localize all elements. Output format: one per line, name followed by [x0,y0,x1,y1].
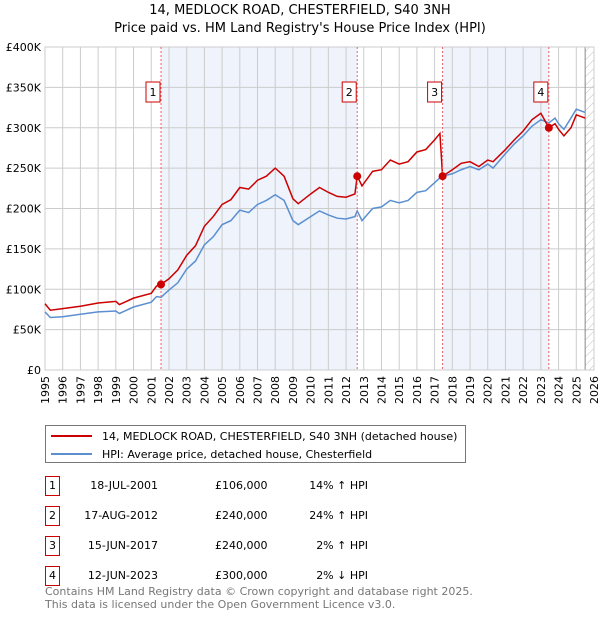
y-tick-label: £50K [13,324,42,337]
chart-subtitle: Price paid vs. HM Land Registry's House … [114,21,486,36]
x-tick-label: 2015 [393,376,406,404]
sale-marker-box [145,81,161,103]
chart-title: 14, MEDLOCK ROAD, CHESTERFIELD, S40 3NH [149,3,451,18]
sale-date: 15-JUN-2017 [87,539,158,552]
sale-marker-label: 3 [45,536,60,556]
x-tick-label: 2004 [198,376,211,404]
x-tick-label: 2010 [305,376,318,404]
price-chart: 1995 1996 1997 1998 1999 2000 2001 2002 2003 2004… [6,41,600,404]
sale-hpi-diff: 2% ↑ HPI [316,539,368,552]
x-tick-label: 2018 [446,376,459,404]
sale-marker-label: 1 [149,86,156,99]
x-tick-label: 2014 [375,376,388,404]
sale-marker-label: 4 [537,86,544,99]
sale-marker-label: 2 [45,506,60,526]
x-tick-label: 2003 [181,376,194,404]
x-tick-label: 2020 [482,376,495,404]
x-tick-label: 2008 [269,376,282,404]
sale-row: 2 17-AUG-2012 £240,000 24% ↑ HPI [45,506,495,526]
x-tick-label: 2012 [340,376,353,404]
sale-hpi-diff: 2% ↓ HPI [316,569,368,582]
sale-row: 3 15-JUN-2017 £240,000 2% ↑ HPI [45,536,495,556]
sale-hpi-diff: 24% ↑ HPI [309,509,368,522]
sale-point [438,172,447,181]
sale-marker-label: 3 [431,86,438,99]
x-tick-label: 2026 [588,376,600,404]
x-tick-label: 1998 [92,376,105,404]
sale-price: £240,000 [215,509,268,522]
x-tick-label: 1996 [57,376,70,404]
hpi-line [44,108,586,319]
y-tick-label: £200K [6,203,42,216]
x-tick-label: 1997 [74,376,87,404]
x-tick-label: 2021 [499,376,512,404]
sale-marker-label: 2 [346,86,353,99]
sale-marker-label: 4 [45,566,60,586]
sale-row: 4 12-JUN-2023 £300,000 2% ↓ HPI [45,566,495,586]
y-tick-label: £100K [6,283,42,296]
x-tick-label: 2023 [535,376,548,404]
legend-swatch-property [51,435,92,437]
sale-point [156,280,165,289]
y-tick-label: £150K [6,243,42,256]
x-tick-label: 2024 [553,376,566,404]
sale-date: 12-JUN-2023 [87,569,158,582]
legend-swatch-hpi [51,453,92,455]
x-tick-label: 2011 [322,376,335,404]
sale-date: 18-JUL-2001 [90,479,158,492]
x-tick-label: 1999 [110,376,123,404]
x-tick-label: 2000 [128,376,141,404]
sale-marker-box [427,81,443,103]
y-tick-label: £0 [27,364,41,377]
sale-price: £240,000 [215,539,268,552]
footer-copyright: Contains HM Land Registry data © Crown c… [45,585,473,598]
legend: 14, MEDLOCK ROAD, CHESTERFIELD, S40 3NH … [45,425,467,463]
sale-marker-label: 1 [45,476,60,496]
y-tick-label: £250K [6,162,42,175]
x-tick-label: 2025 [570,376,583,404]
sale-point [544,123,553,132]
x-tick-label: 1995 [39,376,52,404]
x-tick-label: 2001 [145,376,158,404]
sale-price: £300,000 [215,569,268,582]
x-tick-label: 2019 [464,376,477,404]
x-tick-label: 2016 [411,376,424,404]
y-tick-label: £300K [6,122,42,135]
sale-date: 17-AUG-2012 [84,509,158,522]
x-tick-label: 2007 [252,376,265,404]
x-tick-label: 2006 [234,376,247,404]
sale-row: 1 18-JUL-2001 £106,000 14% ↑ HPI [45,476,495,496]
plot-border [44,46,595,371]
sale-point [353,172,362,181]
sale-marker-box [533,81,549,103]
x-tick-label: 2017 [429,376,442,404]
x-tick-label: 2009 [287,376,300,404]
sale-marker-box [341,81,357,103]
x-tick-label: 2013 [358,376,371,404]
x-tick-label: 2002 [163,376,176,404]
sale-hpi-diff: 14% ↑ HPI [309,479,368,492]
y-tick-label: £400K [6,41,42,54]
legend-label-hpi: HPI: Average price, detached house, Ches… [102,447,373,461]
footer-licence: This data is licensed under the Open Gov… [45,598,396,611]
sale-price: £106,000 [215,479,268,492]
footer: Contains HM Land Registry data © Crown c… [45,585,473,611]
x-tick-label: 2022 [517,376,530,404]
legend-label-property: 14, MEDLOCK ROAD, CHESTERFIELD, S40 3NH … [102,429,458,443]
y-tick-label: £350K [6,81,42,94]
x-tick-label: 2005 [216,376,229,404]
